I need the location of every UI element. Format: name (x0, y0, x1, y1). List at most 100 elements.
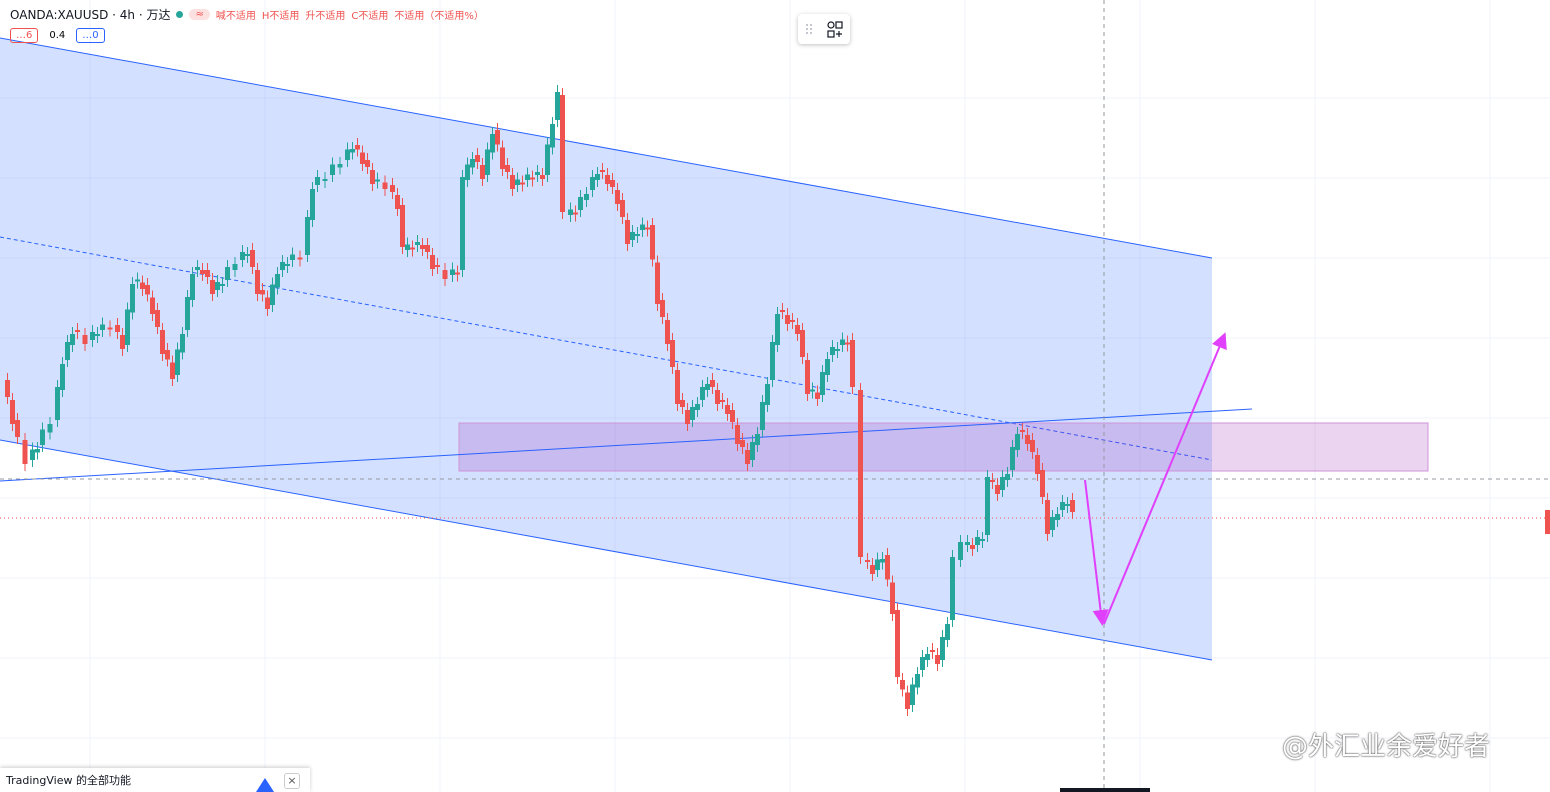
symbol[interactable]: OANDA:XAUUSD · 4h · 万达 (10, 8, 171, 22)
candle-body (360, 152, 365, 164)
candle-body (345, 149, 350, 160)
indicator-value[interactable]: …6 (10, 28, 39, 43)
candle-body (840, 339, 845, 345)
candle-body (625, 220, 630, 244)
candle-body (935, 655, 940, 664)
candle-body (680, 400, 685, 407)
candle-body (480, 165, 485, 179)
promo-banner: TradingView 的全部功能 × (0, 768, 310, 792)
candle-body (1020, 430, 1025, 432)
arrow-down (1084, 479, 1109, 626)
candle-body (290, 254, 295, 260)
candle-body (745, 450, 750, 464)
candle-body (700, 387, 705, 400)
floating-toolbar[interactable] (798, 14, 850, 44)
candle-body (655, 262, 660, 304)
candle-body (578, 197, 583, 210)
candle-body (910, 684, 915, 705)
candle-body (800, 330, 805, 357)
candle-body (165, 350, 170, 360)
price-tag (1545, 510, 1550, 534)
candle-body (35, 449, 40, 453)
candle-body (140, 282, 145, 289)
candle-body (725, 405, 730, 414)
candle-body (965, 542, 970, 545)
candle-body (584, 194, 589, 200)
toolbar-icons (806, 21, 843, 38)
candle-body (1025, 435, 1030, 444)
candle-body (205, 270, 210, 277)
candle-body (545, 144, 550, 175)
candle-body (90, 332, 95, 340)
candle-body (640, 224, 645, 230)
candle-body (1060, 502, 1065, 510)
candle-body (535, 172, 540, 175)
candle-body (660, 300, 665, 317)
candle-body (875, 559, 880, 570)
candle-body (365, 160, 370, 167)
indicator-value: 0.4 (49, 30, 66, 41)
candle-body (425, 245, 430, 252)
candle-body (470, 159, 475, 168)
candle-body (382, 182, 388, 189)
candle-body (945, 624, 950, 640)
candle-body (985, 477, 990, 535)
candle-body (390, 185, 395, 192)
status-badge: ≈ (189, 9, 210, 20)
candle-body (885, 555, 890, 580)
candle-body (775, 314, 780, 345)
candle-body (615, 190, 620, 204)
candle-body (705, 384, 710, 390)
candle-body (175, 349, 180, 375)
candle-body (355, 145, 360, 150)
candle-body (1015, 434, 1020, 450)
candle-body (805, 360, 810, 394)
candle-body (950, 557, 955, 620)
candle-body (880, 559, 885, 563)
ohlc-item: H不适用 (261, 11, 300, 22)
candle-body (720, 400, 725, 402)
candle-body (1070, 500, 1075, 512)
candle-body (780, 310, 785, 312)
candle-body (635, 234, 640, 236)
candle-body (115, 325, 120, 332)
candle-body (405, 244, 410, 250)
candle-body (560, 95, 565, 212)
candle-body (958, 542, 963, 560)
candle-body (435, 265, 440, 267)
candle-body (980, 539, 985, 541)
candle-body (770, 342, 775, 380)
candle-body (120, 335, 125, 349)
candle-body (550, 124, 555, 148)
candle-body (500, 147, 505, 169)
candle-body (740, 440, 745, 447)
candle-body (1005, 474, 1010, 480)
candle-body (1055, 514, 1060, 520)
candle-body (835, 349, 840, 351)
ohlc-item: C不适用 (351, 11, 389, 22)
candle-body (820, 372, 825, 395)
banner-close[interactable]: × (284, 773, 300, 789)
candle-body (280, 262, 285, 270)
candle-body (350, 149, 355, 153)
candle-body (895, 610, 900, 677)
ohlc: 喊不适用 H不适用 升不适用 C不适用 不适用（不适用%） (216, 7, 484, 22)
candle-body (455, 272, 460, 275)
candle-body (305, 217, 310, 255)
indicators: …6 0.4 …0 (10, 28, 105, 43)
candle-body (22, 440, 28, 464)
candle-body (220, 284, 225, 286)
candle-body (1045, 500, 1050, 534)
candle-body (70, 334, 75, 345)
candle-body (315, 177, 320, 185)
banner-text: TradingView 的全部功能 (6, 774, 131, 787)
candles (5, 85, 1075, 716)
candle-body (485, 149, 490, 175)
candle-body (920, 657, 925, 670)
candle-body (430, 255, 435, 269)
candle-body (250, 250, 255, 267)
candle-body (65, 342, 70, 360)
indicator-value[interactable]: …0 (76, 28, 105, 43)
watermark: @外汇业余爱好者 (1282, 732, 1491, 762)
candle-body (155, 310, 160, 327)
